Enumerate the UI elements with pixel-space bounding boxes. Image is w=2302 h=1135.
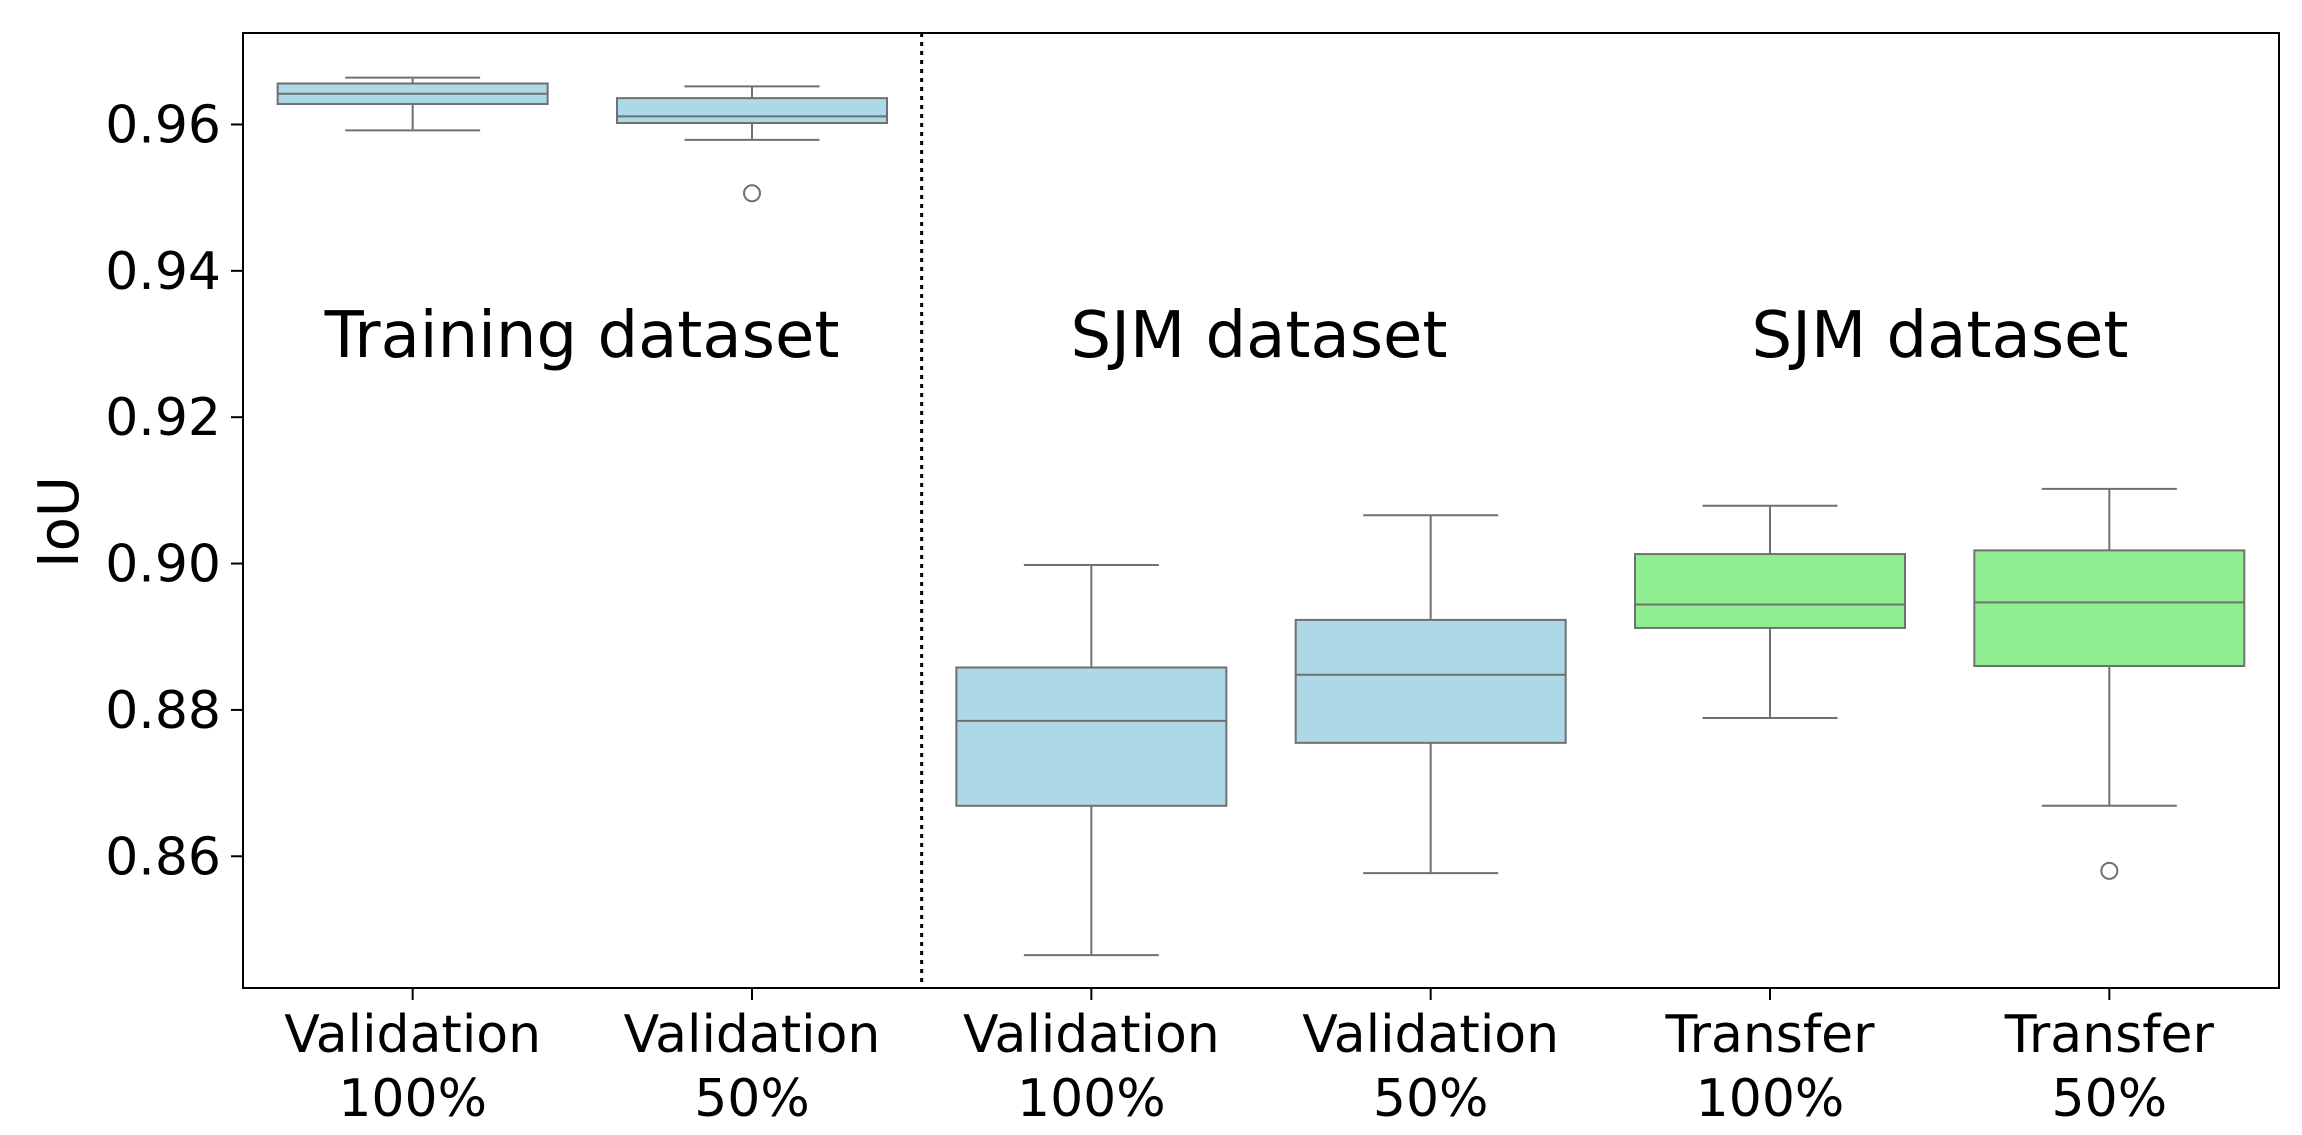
x-tick-label-line1: Validation bbox=[624, 1005, 881, 1065]
x-tick-label-line2: 100% bbox=[1017, 1069, 1166, 1129]
box-5 bbox=[1634, 504, 1906, 719]
interquartile-box bbox=[1634, 553, 1906, 629]
outlier-point bbox=[743, 184, 761, 203]
x-tick-label-line1: Validation bbox=[1302, 1005, 1559, 1065]
interquartile-box bbox=[955, 666, 1228, 807]
outlier-point bbox=[2100, 861, 2119, 880]
x-tick-label-line1: Validation bbox=[963, 1005, 1220, 1065]
annotation-sjm-dataset-transfer: SJM dataset bbox=[1751, 299, 2128, 373]
y-axis-label: IoU bbox=[27, 476, 92, 568]
x-tick-label-line2: 50% bbox=[694, 1069, 810, 1129]
box-3 bbox=[955, 564, 1228, 957]
y-axis-ticks: 0.86 0.88 0.90 0.92 0.94 0.96 bbox=[105, 95, 243, 887]
y-tick-label: 0.96 bbox=[105, 95, 221, 155]
box-4 bbox=[1294, 514, 1567, 875]
x-tick-label-line2: 100% bbox=[1696, 1069, 1845, 1129]
x-tick-label-line1: Transfer bbox=[2004, 1005, 2215, 1065]
y-tick-label: 0.94 bbox=[105, 242, 221, 302]
box-2 bbox=[616, 85, 888, 203]
x-axis-ticks: Validation100%Validation50%Validation100… bbox=[284, 988, 2214, 1129]
y-tick-label: 0.86 bbox=[105, 827, 221, 887]
y-tick-label: 0.92 bbox=[105, 388, 221, 448]
x-tick-label-line2: 100% bbox=[338, 1069, 487, 1129]
y-tick-label: 0.90 bbox=[105, 535, 221, 595]
y-tick-label: 0.88 bbox=[105, 681, 221, 741]
x-tick-label-line2: 50% bbox=[1373, 1069, 1489, 1129]
box-1 bbox=[276, 76, 549, 132]
annotations: Training dataset SJM dataset SJM dataset bbox=[324, 299, 2129, 373]
interquartile-box bbox=[1973, 549, 2246, 668]
interquartile-box bbox=[616, 97, 888, 125]
annotation-training-dataset: Training dataset bbox=[324, 299, 840, 373]
x-tick-label-line1: Transfer bbox=[1664, 1005, 1875, 1065]
x-tick-label-line1: Validation bbox=[284, 1005, 541, 1065]
x-tick-label-line2: 50% bbox=[2052, 1069, 2168, 1129]
y-axis-title-group: IoU bbox=[27, 476, 92, 568]
plot-area-frame bbox=[242, 32, 2280, 989]
interquartile-box bbox=[1294, 618, 1567, 744]
annotation-sjm-dataset-validation: SJM dataset bbox=[1070, 299, 1447, 373]
box-6 bbox=[1973, 487, 2246, 880]
